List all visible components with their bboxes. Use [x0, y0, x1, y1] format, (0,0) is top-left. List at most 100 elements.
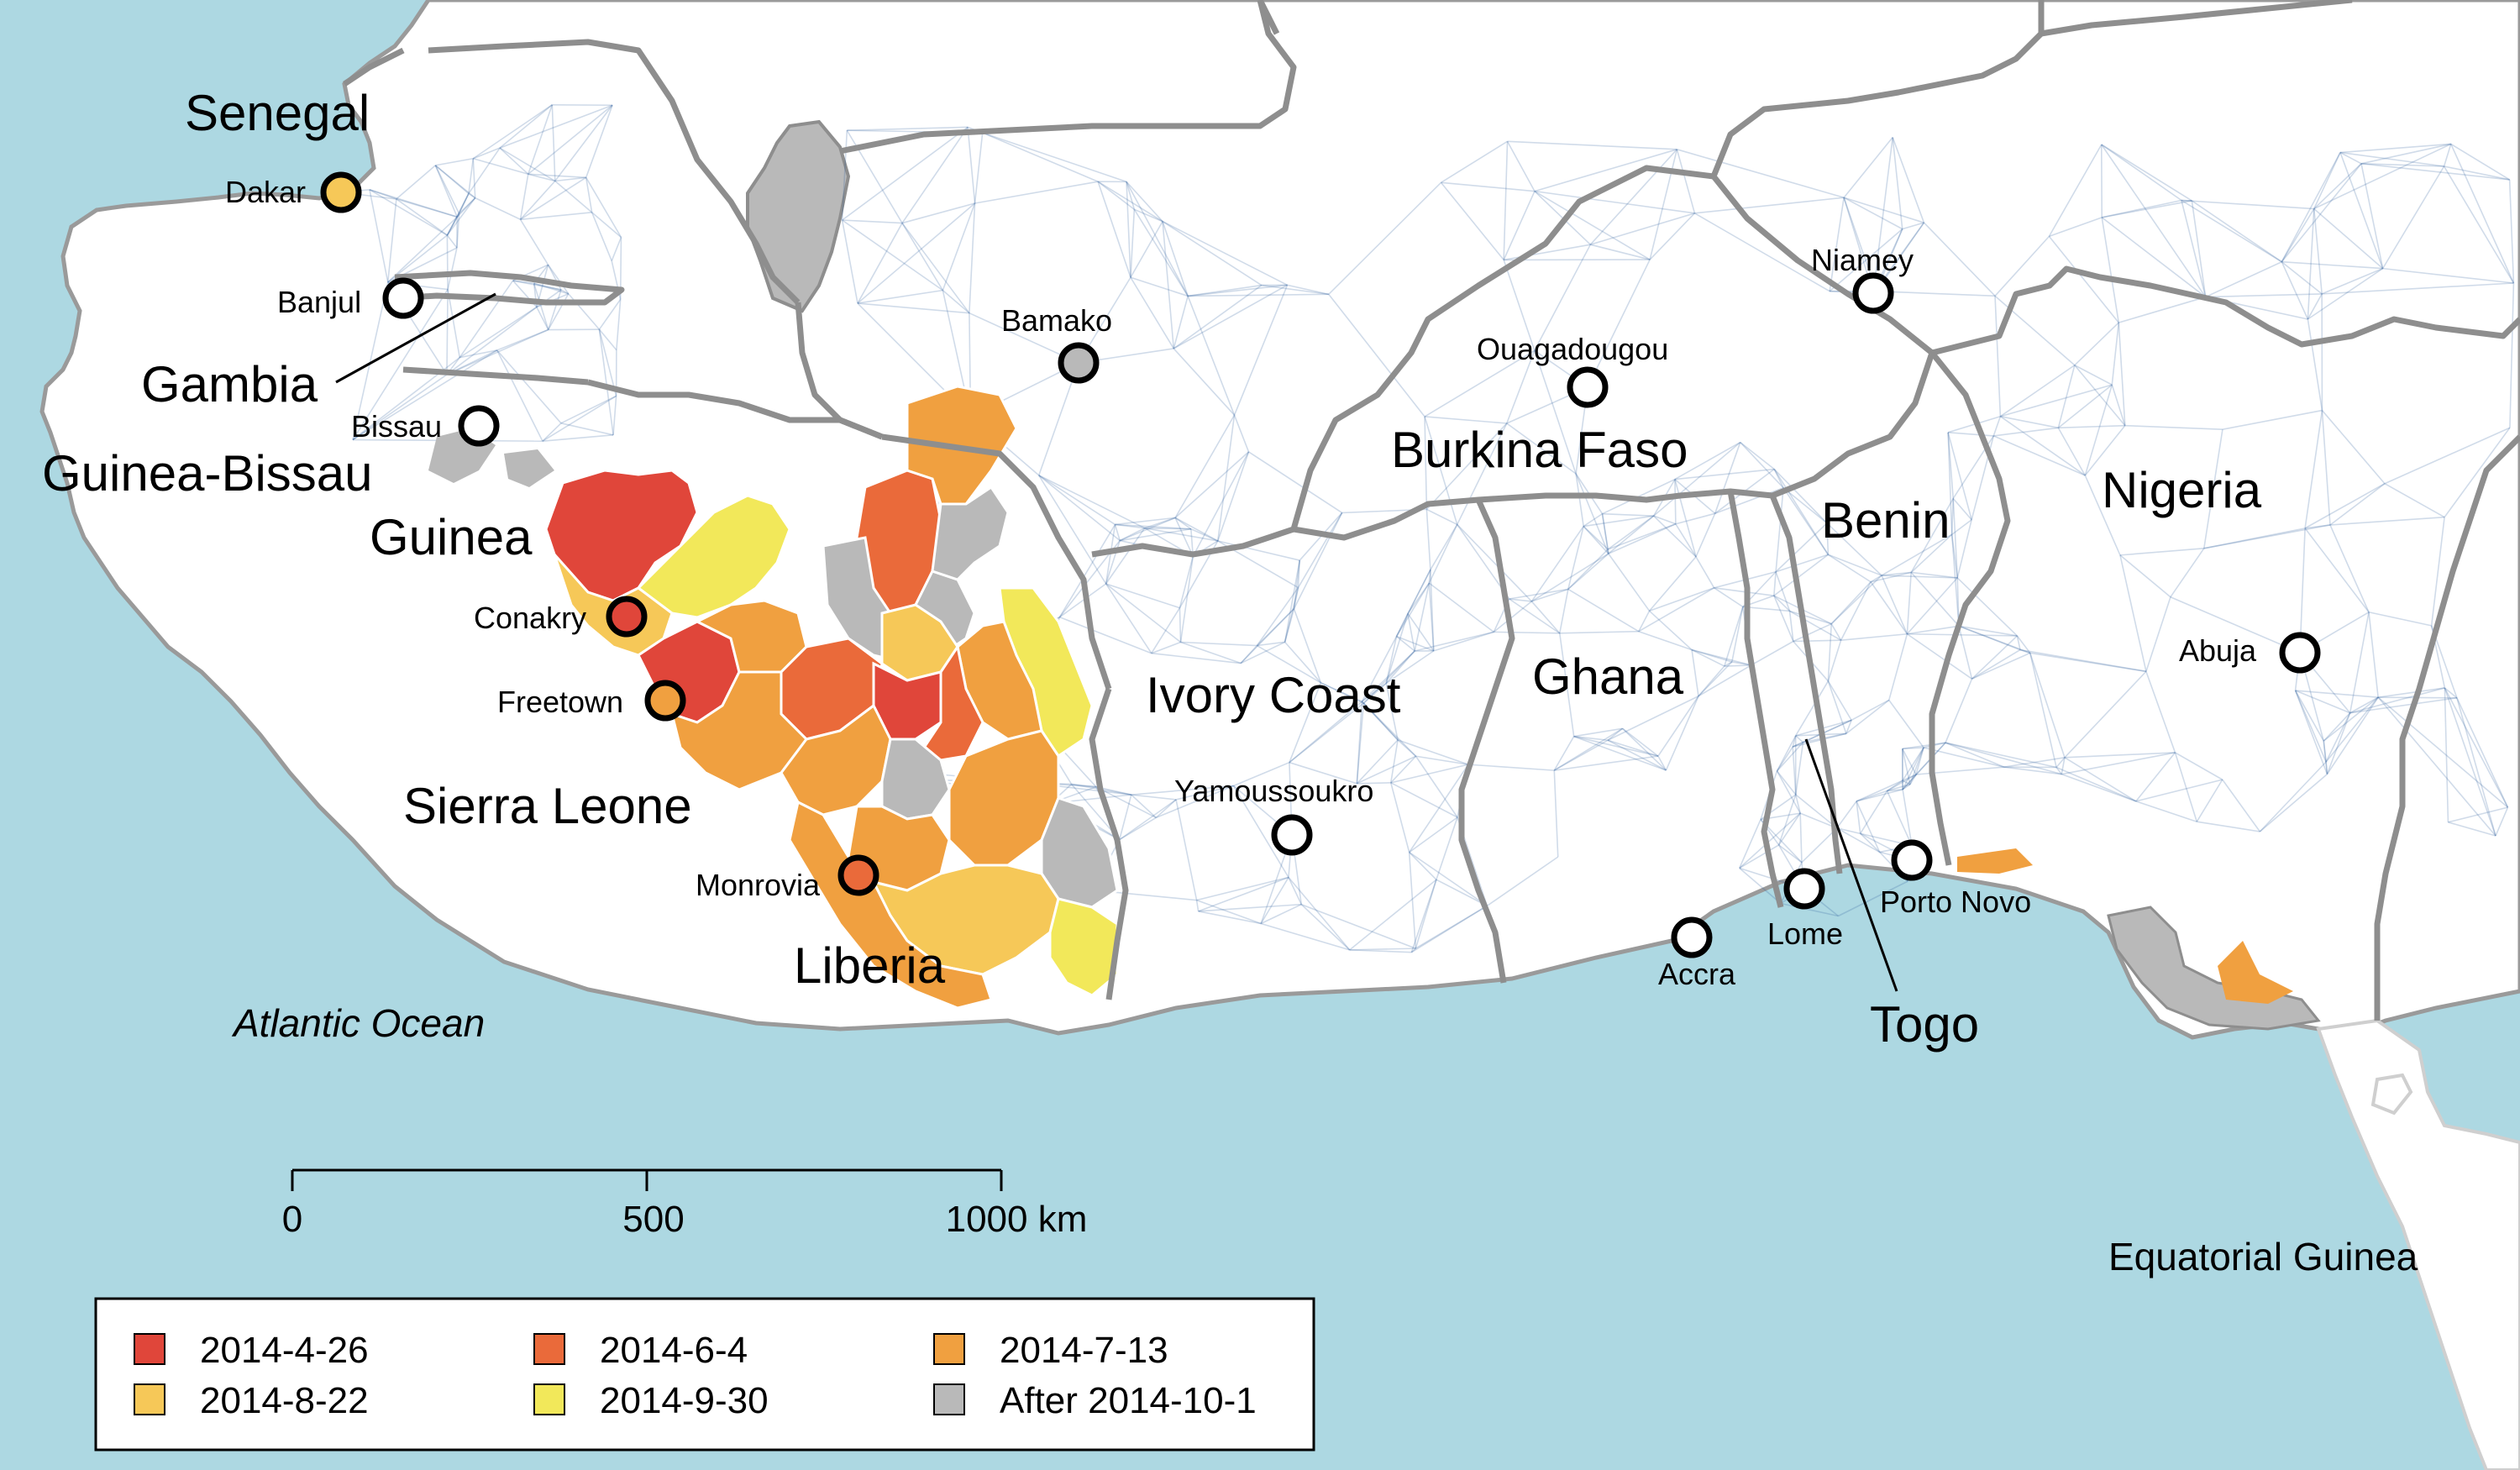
- network-link: [2205, 293, 2323, 298]
- network-link: [1567, 549, 1609, 591]
- network-link: [1038, 475, 1146, 529]
- network-link: [472, 147, 501, 160]
- city-marker-abuja[interactable]: [2279, 632, 2321, 674]
- city-marker-lome[interactable]: [1783, 868, 1825, 910]
- city-marker-dakar[interactable]: [320, 171, 362, 213]
- city-marker-conakry[interactable]: [606, 596, 648, 638]
- country-label-guinea: Guinea: [370, 509, 533, 565]
- network-link: [2326, 696, 2379, 775]
- network-link: [1906, 633, 1972, 680]
- network-link: [1130, 209, 1136, 278]
- network-link: [1902, 774, 1917, 790]
- network-link: [1257, 644, 1321, 684]
- network-link: [1119, 517, 1176, 542]
- network-link: [1188, 284, 1288, 297]
- legend-label-after-2014-10-1: After 2014-10-1: [1000, 1380, 1257, 1421]
- network-link: [2321, 410, 2386, 485]
- city-marker-banjul[interactable]: [382, 277, 424, 319]
- city-marker-porto-novo[interactable]: [1891, 839, 1933, 881]
- network-link: [2444, 687, 2458, 699]
- city-marker-accra[interactable]: [1671, 916, 1713, 958]
- network-link: [2444, 687, 2509, 808]
- city-marker-niamey[interactable]: [1852, 272, 1894, 314]
- network-link: [1882, 575, 1958, 579]
- network-link: [1775, 487, 1784, 572]
- city-marker-ouagadougou[interactable]: [1567, 366, 1609, 408]
- border-mali-mauritania: [839, 0, 1297, 155]
- network-link: [2181, 200, 2207, 297]
- network-link: [386, 198, 397, 283]
- network-link: [2322, 282, 2514, 295]
- city-marker-monrovia[interactable]: [837, 854, 879, 896]
- network-link: [1407, 613, 1415, 652]
- network-link: [2384, 483, 2445, 518]
- network-link: [1531, 588, 1569, 602]
- network-link: [1792, 741, 1803, 748]
- network-link: [1907, 625, 1960, 635]
- network-link: [1188, 284, 1262, 297]
- city-marker-freetown[interactable]: [644, 680, 686, 722]
- city-marker-bissau[interactable]: [458, 405, 500, 447]
- network-link: [1731, 661, 1751, 666]
- region-guinea-grey-east: [931, 485, 1010, 581]
- network-link: [1553, 739, 1609, 771]
- network-link: [1845, 699, 1890, 734]
- city-marker-bamako[interactable]: [1058, 342, 1100, 384]
- network-link: [1105, 583, 1180, 609]
- network-link: [1260, 922, 1350, 951]
- network-link: [1792, 746, 1797, 795]
- network-link: [547, 289, 562, 330]
- network-link: [1739, 812, 1801, 869]
- network-link: [1328, 181, 1442, 295]
- network-link: [1553, 770, 1559, 858]
- network-link: [2061, 752, 2176, 775]
- network-link: [1356, 739, 1399, 785]
- network-link: [1179, 607, 1182, 643]
- city-marker-yamoussoukro[interactable]: [1271, 814, 1313, 856]
- network-link: [1950, 498, 1955, 535]
- affected-regions: [544, 385, 1119, 1010]
- network-link: [434, 165, 476, 199]
- network-link: [2259, 773, 2328, 832]
- border-niger-north: [2040, 0, 2353, 37]
- network-link: [1362, 702, 1417, 757]
- network-link: [2019, 648, 2147, 673]
- network-link: [1999, 365, 2076, 417]
- network-link: [352, 374, 448, 441]
- network-link: [1638, 630, 1693, 651]
- border-nigeria-cameroon: [2374, 434, 2520, 1021]
- network-link: [1173, 296, 1189, 349]
- west-africa-landmass: [39, 0, 2520, 1040]
- network-link: [1602, 512, 1654, 517]
- network-link: [1902, 747, 1924, 781]
- network-link: [1902, 780, 1911, 785]
- network-link: [1390, 764, 1469, 784]
- network-link: [1674, 479, 1697, 558]
- network-link: [1947, 432, 1953, 535]
- network-link: [1840, 633, 1908, 641]
- network-link: [1126, 181, 1136, 210]
- network-link: [901, 223, 970, 314]
- network-link: [1144, 527, 1218, 542]
- network-link: [519, 180, 556, 220]
- network-link: [2119, 554, 2171, 598]
- network-link: [1945, 742, 2057, 769]
- network-link: [1174, 517, 1194, 557]
- network-link: [1945, 742, 2005, 768]
- legend-swatch-2014-6-4: [533, 1333, 565, 1365]
- network-link: [1395, 582, 1431, 638]
- network-link: [1190, 528, 1219, 542]
- network-link: [1440, 181, 1504, 260]
- network-link: [446, 216, 458, 236]
- network-link: [1714, 442, 1741, 514]
- network-link: [1657, 696, 1699, 757]
- network-link: [520, 212, 592, 221]
- network-link: [1799, 812, 1838, 829]
- network-link: [2323, 712, 2351, 742]
- network-link: [1958, 625, 2031, 654]
- network-link: [1836, 827, 1881, 853]
- network-link: [1910, 571, 1960, 627]
- network-link: [1910, 533, 1953, 574]
- network-link: [1843, 197, 1924, 223]
- network-link: [1457, 423, 1508, 525]
